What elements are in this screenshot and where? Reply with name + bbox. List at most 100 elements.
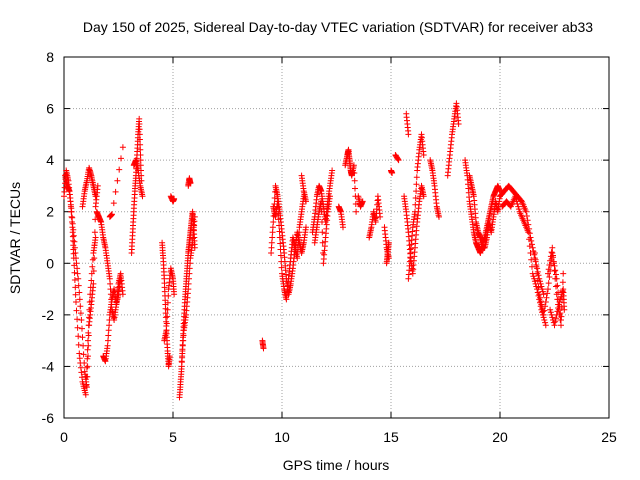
data-point — [171, 291, 178, 298]
data-point — [526, 243, 533, 250]
data-point — [353, 208, 360, 215]
data-point — [553, 271, 559, 278]
data-point — [180, 337, 187, 344]
data-point — [552, 318, 559, 325]
data-point — [539, 288, 546, 295]
data-point — [513, 195, 519, 202]
data-point — [85, 337, 91, 344]
data-point — [535, 284, 542, 291]
grid-lines — [64, 57, 609, 418]
data-point — [295, 244, 301, 251]
data-point — [395, 157, 402, 164]
data-point — [534, 270, 541, 277]
data-point — [543, 294, 550, 301]
data-point — [269, 224, 276, 231]
data-point — [117, 275, 124, 282]
data-point — [80, 351, 87, 358]
data-point — [83, 384, 90, 391]
data-point — [329, 167, 336, 174]
data-point — [85, 353, 91, 360]
data-point — [526, 236, 533, 243]
data-point — [551, 262, 558, 269]
data-point — [523, 213, 530, 219]
data-point — [538, 283, 545, 290]
data-point — [270, 219, 277, 225]
data-point — [277, 240, 284, 247]
data-point — [69, 214, 76, 221]
data-point — [92, 234, 99, 241]
data-point — [73, 260, 80, 267]
data-point — [541, 307, 548, 314]
y-tick-label: -2 — [42, 307, 55, 323]
data-point — [107, 280, 114, 287]
data-point — [544, 290, 551, 297]
data-point — [74, 324, 81, 331]
data-point — [420, 193, 427, 200]
data-point — [105, 337, 111, 344]
data-point — [116, 166, 123, 173]
data-point — [88, 277, 95, 284]
data-point — [79, 325, 85, 332]
data-point — [84, 363, 91, 370]
data-point — [303, 198, 309, 205]
data-point — [318, 208, 325, 215]
data-point — [119, 144, 126, 151]
data-point — [191, 213, 198, 220]
data-point — [274, 198, 281, 205]
y-tick-label: 6 — [46, 101, 54, 117]
data-point — [75, 341, 82, 348]
data-point — [518, 197, 525, 204]
data-point — [187, 180, 194, 187]
y-tick-label: -4 — [42, 358, 55, 374]
data-point — [136, 136, 143, 143]
data-point — [513, 198, 520, 205]
data-point — [92, 193, 99, 200]
data-point — [164, 313, 171, 320]
data-point — [352, 201, 359, 207]
x-tick-label: 15 — [383, 429, 399, 445]
data-point — [276, 228, 283, 235]
data-point — [278, 264, 285, 271]
data-point — [186, 270, 193, 277]
data-point — [91, 255, 98, 262]
data-point — [275, 204, 281, 211]
data-point — [137, 152, 144, 158]
data-point — [319, 229, 326, 236]
data-point — [139, 193, 146, 200]
data-point — [547, 309, 554, 316]
data-point — [539, 308, 546, 315]
data-point — [75, 282, 82, 289]
data-point — [73, 307, 80, 314]
data-point — [269, 234, 276, 241]
data-point — [73, 255, 79, 262]
data-point — [412, 208, 418, 215]
data-point — [83, 364, 90, 371]
data-point — [377, 213, 384, 220]
data-point — [294, 255, 301, 262]
data-point — [186, 265, 193, 272]
x-axis-label: GPS time / hours — [283, 457, 390, 473]
data-point — [295, 239, 302, 246]
data-point — [303, 224, 309, 231]
data-point — [85, 342, 92, 349]
data-point — [163, 327, 170, 334]
data-points — [61, 100, 568, 401]
data-point — [84, 346, 91, 353]
data-point — [109, 211, 115, 218]
data-point — [557, 317, 564, 323]
data-point — [351, 170, 358, 176]
data-point — [545, 280, 552, 287]
y-tick-label: 2 — [46, 204, 54, 220]
data-point — [164, 299, 171, 306]
data-point — [85, 332, 92, 339]
data-point — [186, 275, 192, 282]
data-point — [542, 299, 549, 305]
data-point — [268, 239, 275, 246]
data-point — [71, 238, 78, 245]
data-point — [515, 206, 522, 213]
data-point — [351, 177, 358, 184]
data-point — [553, 311, 560, 318]
data-point — [551, 322, 558, 329]
data-point — [187, 260, 194, 267]
